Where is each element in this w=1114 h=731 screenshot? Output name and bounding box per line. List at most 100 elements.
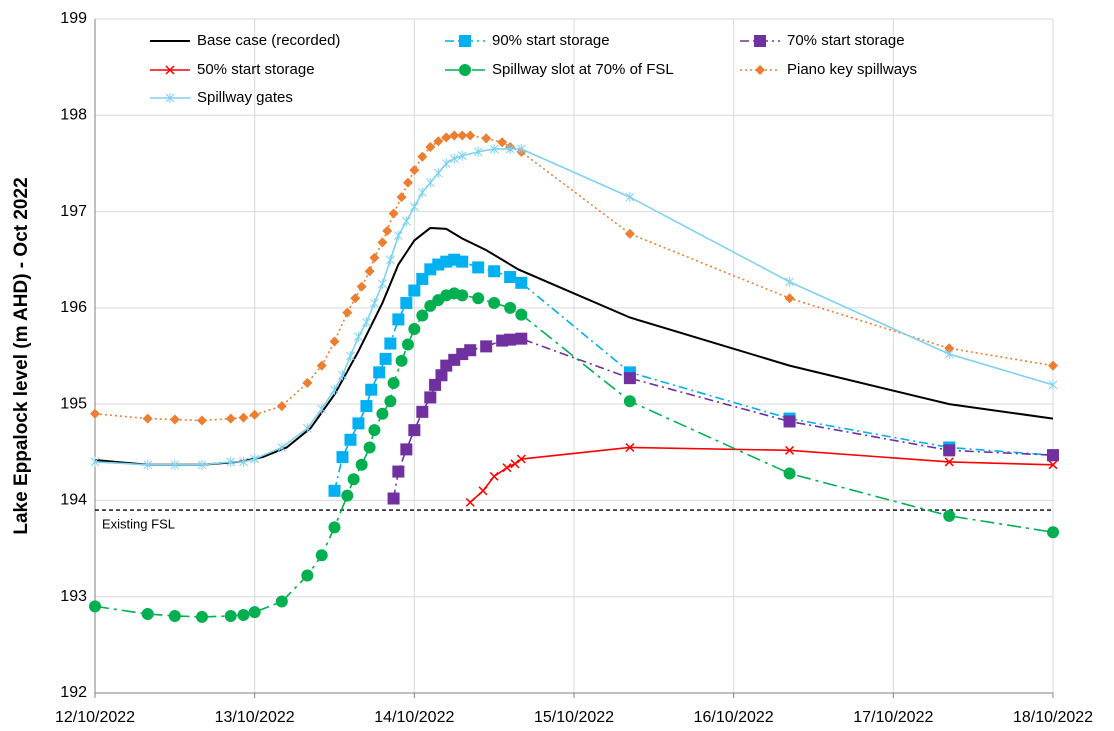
legend-marker xyxy=(165,65,175,75)
marker xyxy=(347,473,360,486)
series xyxy=(387,332,1059,505)
marker xyxy=(336,451,349,464)
reference-label: Existing FSL xyxy=(102,516,175,531)
legend-marker xyxy=(459,35,471,47)
marker xyxy=(497,137,508,148)
marker xyxy=(623,395,636,408)
marker xyxy=(352,417,365,430)
marker xyxy=(449,153,459,164)
marker xyxy=(488,265,501,278)
marker xyxy=(276,401,287,412)
marker xyxy=(416,272,429,285)
marker xyxy=(502,463,512,473)
marker xyxy=(408,323,421,336)
marker xyxy=(170,459,180,470)
marker xyxy=(142,413,153,424)
marker xyxy=(515,276,528,289)
legend-marker xyxy=(755,65,765,75)
marker xyxy=(384,337,397,350)
y-tick-label: 199 xyxy=(60,10,87,27)
marker xyxy=(480,340,493,353)
marker xyxy=(416,309,429,322)
marker xyxy=(364,266,375,277)
marker xyxy=(943,509,956,522)
series xyxy=(89,287,1059,623)
marker xyxy=(435,369,448,382)
legend-label: Piano key spillways xyxy=(787,61,917,78)
marker xyxy=(362,317,371,328)
marker xyxy=(317,403,327,414)
marker xyxy=(409,165,420,176)
marker xyxy=(400,297,413,310)
marker xyxy=(328,484,341,497)
marker xyxy=(429,378,442,391)
marker xyxy=(368,424,381,437)
marker xyxy=(433,168,443,179)
marker xyxy=(505,143,515,154)
marker xyxy=(456,255,469,268)
marker xyxy=(510,459,520,469)
series xyxy=(90,143,1058,470)
marker xyxy=(330,384,339,395)
x-tick-label: 15/10/2022 xyxy=(534,709,614,726)
marker xyxy=(488,297,501,310)
x-tick-label: 13/10/2022 xyxy=(215,709,295,726)
legend-label: Base case (recorded) xyxy=(197,32,340,49)
marker xyxy=(328,521,341,534)
marker xyxy=(369,252,380,263)
y-tick-label: 198 xyxy=(60,107,87,124)
marker xyxy=(401,338,414,351)
marker xyxy=(382,225,393,236)
marker xyxy=(302,377,313,388)
series-line xyxy=(469,446,1054,503)
marker xyxy=(489,471,499,481)
legend-label: 70% start storage xyxy=(787,32,905,49)
marker xyxy=(344,433,357,446)
marker xyxy=(376,407,389,420)
marker xyxy=(623,372,636,385)
marker xyxy=(90,456,100,467)
marker xyxy=(625,192,635,203)
marker xyxy=(504,301,517,314)
marker xyxy=(355,458,368,471)
marker xyxy=(224,609,237,622)
x-tick-label: 18/10/2022 xyxy=(1013,709,1093,726)
marker xyxy=(457,130,468,141)
legend-label: Spillway slot at 70% of FSL xyxy=(492,61,674,78)
marker xyxy=(384,395,397,408)
marker xyxy=(141,608,154,621)
marker xyxy=(402,177,413,188)
y-tick-label: 194 xyxy=(60,492,87,509)
marker xyxy=(441,132,452,143)
marker xyxy=(195,610,208,623)
legend-label: 90% start storage xyxy=(492,32,610,49)
legend-marker xyxy=(165,93,175,103)
marker xyxy=(472,261,485,274)
marker xyxy=(478,486,488,496)
marker xyxy=(1047,526,1059,539)
marker xyxy=(417,187,427,198)
marker xyxy=(465,497,475,507)
x-tick-label: 16/10/2022 xyxy=(694,709,774,726)
marker xyxy=(504,333,517,346)
marker xyxy=(143,459,153,470)
marker xyxy=(515,332,528,345)
marker xyxy=(464,344,477,357)
marker xyxy=(341,489,354,502)
marker xyxy=(472,292,485,305)
marker xyxy=(239,456,248,467)
marker xyxy=(416,405,429,418)
marker xyxy=(392,465,405,478)
marker xyxy=(783,415,796,428)
marker xyxy=(365,383,378,396)
marker xyxy=(1048,379,1058,390)
y-tick-label: 195 xyxy=(60,395,87,412)
marker xyxy=(387,492,400,505)
marker xyxy=(473,146,483,157)
marker xyxy=(784,293,795,304)
marker xyxy=(379,352,392,365)
marker xyxy=(944,349,954,360)
marker xyxy=(226,456,236,467)
marker xyxy=(373,366,386,379)
